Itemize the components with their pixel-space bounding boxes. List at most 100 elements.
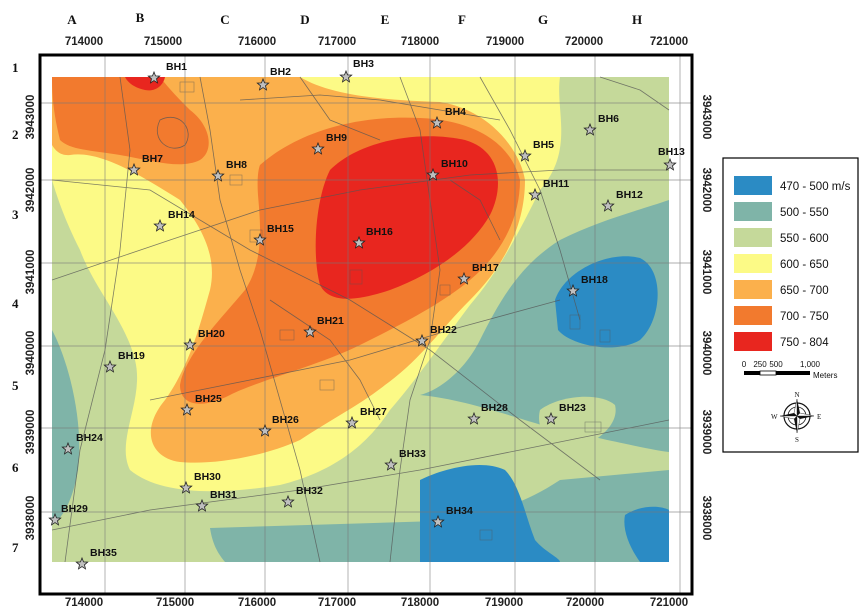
building-blocks	[179, 81, 611, 541]
legend-label: 650 - 700	[780, 285, 829, 297]
legend-swatch	[734, 332, 772, 351]
row-number: 7	[12, 540, 19, 555]
y-tick-label: 3938000	[25, 496, 37, 541]
borehole-marker[interactable]: BH4	[430, 106, 466, 129]
star-icon	[303, 324, 317, 338]
borehole-marker[interactable]: BH19	[103, 350, 145, 373]
x-tick-label: 714000	[65, 36, 103, 48]
compass-north: N	[794, 391, 799, 399]
star-icon	[147, 70, 161, 84]
legend-label: 550 - 600	[780, 233, 829, 245]
x-tick-label: 721000	[650, 36, 688, 48]
borehole-marker[interactable]: BH18	[566, 274, 608, 297]
x-tick-label: 716000	[238, 597, 276, 608]
star-icon	[384, 457, 398, 471]
star-icon	[48, 512, 62, 526]
scale-tick-label: 250	[753, 360, 767, 369]
borehole-marker[interactable]: BH9	[311, 132, 347, 155]
borehole-marker[interactable]: BH23	[544, 402, 586, 425]
borehole-marker[interactable]: BH6	[583, 113, 619, 136]
borehole-label: BH27	[360, 406, 387, 418]
borehole-marker[interactable]: BH8	[211, 159, 247, 182]
y-tick-label: 3939000	[25, 410, 37, 455]
borehole-label: BH11	[543, 178, 569, 190]
x-tick-label: 720000	[565, 36, 603, 48]
road-network	[51, 76, 670, 563]
x-tick-label: 720000	[566, 597, 604, 608]
borehole-marker[interactable]: BH3	[339, 58, 374, 83]
y-tick-label: 3942000	[25, 168, 37, 213]
borehole-marker[interactable]: BH32	[281, 485, 323, 508]
star-icon	[457, 271, 471, 285]
star-icon	[345, 415, 359, 429]
row-number: 4	[12, 296, 19, 311]
star-icon	[61, 441, 75, 455]
borehole-marker[interactable]: BH27	[345, 406, 387, 429]
borehole-marker[interactable]: BH14	[153, 209, 195, 232]
borehole-marker[interactable]: BH31	[195, 489, 237, 512]
borehole-label: BH21	[317, 315, 344, 327]
borehole-label: BH9	[326, 132, 347, 144]
y-tick-label: 3942000	[700, 168, 712, 213]
row-number: 1	[12, 60, 19, 75]
star-icon	[415, 333, 429, 347]
star-icon	[339, 69, 353, 83]
borehole-label: BH24	[76, 432, 103, 444]
borehole-marker[interactable]: BH33	[384, 448, 426, 471]
borehole-label: BH33	[399, 448, 426, 460]
x-tick-label: 721000	[650, 597, 688, 608]
star-icon	[180, 402, 194, 416]
column-letters: A B C D E F G H	[67, 10, 642, 27]
y-tick-label: 3941000	[25, 250, 37, 295]
borehole-marker[interactable]: BH35	[75, 547, 117, 570]
borehole-marker[interactable]: BH34	[431, 505, 473, 528]
borehole-marker[interactable]: BH12	[601, 189, 643, 212]
x-tick-label: 715000	[156, 597, 194, 608]
borehole-marker[interactable]: BH10	[426, 158, 468, 181]
borehole-marker[interactable]: BH21	[303, 315, 344, 338]
y-tick-label: 3941000	[700, 250, 712, 295]
borehole-layer: BH1 BH2 BH3 BH4 BH5 BH6 BH7 BH8 BH9 BH10 BH11 BH12 B…	[48, 58, 685, 570]
borehole-marker[interactable]: BH13	[658, 146, 685, 171]
y-tick-label: 3939000	[700, 410, 712, 455]
borehole-marker[interactable]: BH25	[180, 393, 222, 416]
borehole-marker[interactable]: BH11	[528, 178, 569, 201]
borehole-label: BH26	[272, 414, 299, 426]
star-icon	[426, 167, 440, 181]
borehole-marker[interactable]: BH28	[467, 402, 508, 425]
borehole-marker[interactable]: BH2	[256, 66, 291, 91]
column-letter: C	[220, 12, 229, 27]
zone-470-500	[420, 464, 560, 562]
star-icon	[430, 115, 444, 129]
star-icon	[311, 141, 325, 155]
borehole-label: BH17	[472, 262, 499, 274]
row-number: 6	[12, 460, 19, 475]
x-tick-label: 716000	[238, 36, 276, 48]
borehole-marker[interactable]: BH15	[253, 223, 294, 246]
column-letter: H	[632, 12, 642, 27]
zone-550-600	[539, 396, 616, 450]
borehole-marker[interactable]: BH16	[352, 226, 393, 249]
borehole-marker[interactable]: BH26	[258, 414, 299, 437]
borehole-marker[interactable]: BH17	[457, 262, 499, 285]
borehole-label: BH3	[353, 58, 374, 70]
x-tick-label: 718000	[401, 36, 439, 48]
borehole-label: BH7	[142, 153, 163, 165]
borehole-marker[interactable]: BH7	[127, 153, 163, 176]
borehole-label: BH10	[441, 158, 468, 170]
borehole-label: BH28	[481, 402, 508, 414]
borehole-label: BH18	[581, 274, 608, 286]
star-icon	[281, 494, 295, 508]
x-tick-label: 719000	[486, 36, 524, 48]
borehole-marker[interactable]: BH30	[179, 471, 221, 494]
borehole-marker[interactable]: BH22	[415, 324, 457, 347]
borehole-marker[interactable]: BH24	[61, 432, 103, 455]
compass-west: W	[771, 413, 778, 421]
borehole-marker[interactable]: BH5	[518, 139, 554, 162]
borehole-label: BH30	[194, 471, 221, 483]
borehole-label: BH15	[267, 223, 294, 235]
borehole-marker[interactable]: BH29	[48, 503, 88, 526]
borehole-marker[interactable]: BH20	[183, 328, 225, 351]
borehole-marker[interactable]: BH1	[147, 61, 187, 84]
